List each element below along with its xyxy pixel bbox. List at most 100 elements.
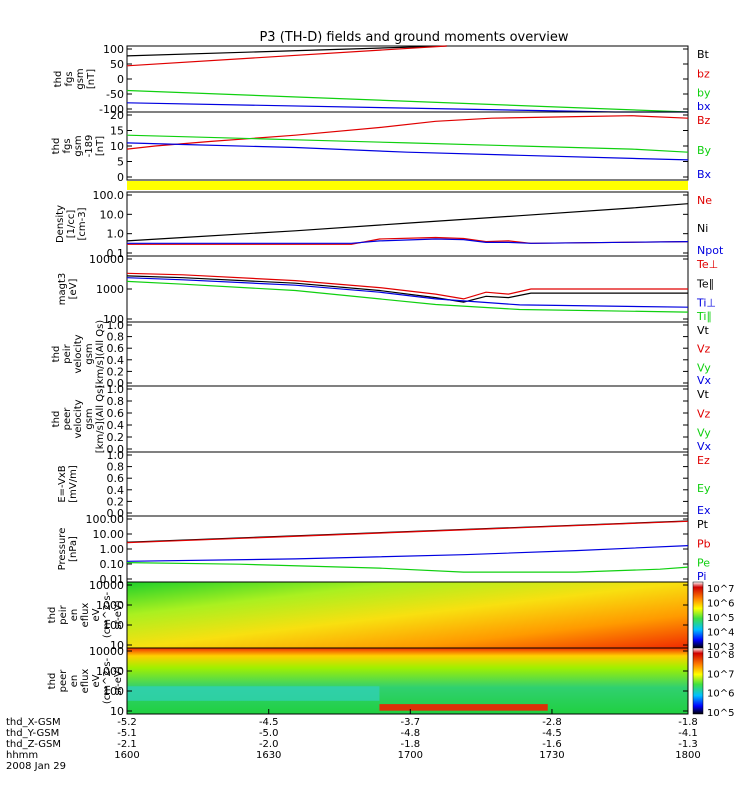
x-tick-label: -2.1 <box>117 739 137 750</box>
y-tick-label: 1000 <box>96 283 124 296</box>
y-tick-label: 0.4 <box>107 484 125 497</box>
y-tick-label: -100 <box>99 103 124 116</box>
x-tick-label: -4.8 <box>401 728 421 739</box>
legend-entry: Pe <box>697 557 710 570</box>
yellow-stripe <box>127 181 688 190</box>
x-tick-label: 1730 <box>539 750 564 761</box>
y-axis-label: sr-eV) <box>113 666 124 695</box>
x-tick-label: -1.8 <box>401 739 421 750</box>
y-tick-label: 0.6 <box>107 407 125 420</box>
colorbar-tick-label: 10^8 <box>707 650 734 661</box>
series-By <box>126 134 689 153</box>
y-axis-label: velocity <box>73 399 84 438</box>
panel-frame <box>126 111 689 181</box>
y-axis-label: [eV] <box>68 279 79 300</box>
legend-entry: Vz <box>697 407 711 420</box>
series-bz <box>126 45 447 67</box>
x-tick-label: -3.7 <box>401 717 421 728</box>
legend-entry: Te∥ <box>696 277 714 290</box>
y-tick-label: 100.0 <box>93 189 125 202</box>
legend-entry: Ni <box>697 222 708 235</box>
panel-p3: 100.0 10.0 1.0 0.1 Density [1/cc] [cm-3] Ne Ni Np… <box>55 189 724 260</box>
series-Pi <box>126 545 689 562</box>
y-axis-label: thd <box>51 411 62 428</box>
y-tick-label: 100 <box>103 43 124 56</box>
y-tick-label: 10 <box>110 140 124 153</box>
y-tick-label: 0.6 <box>107 472 125 485</box>
x-axis-row-label: thd_Z-GSM <box>6 739 61 750</box>
y-tick-label: 0 <box>117 73 124 86</box>
y-tick-label: 0.8 <box>107 331 125 344</box>
legend-entry: Vy <box>697 361 711 374</box>
y-tick-label: 100 <box>103 313 124 326</box>
legend-entry: Bz <box>697 114 711 127</box>
panel-frame <box>126 647 689 715</box>
y-tick-label: 0.4 <box>107 354 125 367</box>
y-tick-label: 1000 <box>96 665 124 678</box>
y-axis-label: gsm <box>84 408 95 429</box>
y-axis-label: thd <box>51 138 62 155</box>
y-tick-label: 10.00 <box>93 528 125 541</box>
y-axis-label: eV <box>91 608 102 621</box>
heatmap-band-red <box>379 704 548 711</box>
x-tick-label: 1630 <box>256 750 281 761</box>
y-tick-label: 10000 <box>89 579 124 592</box>
colorbar-p10 <box>692 647 704 715</box>
series-Te⊥ <box>126 272 688 300</box>
y-tick-label: 1.0 <box>107 228 125 241</box>
y-tick-label: 0.2 <box>107 431 125 444</box>
heatmap-p10 <box>127 648 688 714</box>
y-tick-label: 0 <box>117 171 124 184</box>
y-axis-label: sr-eV) <box>113 600 124 629</box>
legend-entry: Ne <box>697 194 712 207</box>
colorbar-p9 <box>692 581 704 649</box>
legend-entry: Vz <box>697 343 711 356</box>
y-axis-label: thd <box>47 673 58 690</box>
x-axis-row-label: thd_X-GSM <box>6 717 61 728</box>
panel-p10: 10^8 10^7 10^6 10^5 10000 1000 100 10 thd peer en e… <box>47 645 734 719</box>
y-tick-label: -50 <box>106 88 124 101</box>
date-label: 2008 Jan 29 <box>6 761 66 772</box>
colorbar-tick-label: 10^4 <box>707 628 734 639</box>
y-axis-label: peir <box>62 343 73 363</box>
y-axis-label: [nT] <box>95 136 106 156</box>
y-tick-label: 0.0 <box>107 507 125 520</box>
legend-entry: Te⊥ <box>696 258 718 271</box>
legend-entry: bz <box>697 67 710 80</box>
y-tick-label: 1000 <box>96 599 124 612</box>
y-tick-label: 0.4 <box>107 419 125 432</box>
y-tick-label: 1.0 <box>107 383 125 396</box>
legend-entry: bx <box>697 100 711 113</box>
y-tick-label: 0.10 <box>100 558 125 571</box>
y-tick-label: 10.0 <box>100 208 125 221</box>
y-axis-label: fgs <box>62 138 73 153</box>
y-axis-label: Pressure <box>57 528 68 571</box>
series-Ni <box>126 203 689 242</box>
series-Bx <box>126 142 689 161</box>
y-axis-label: velocity <box>73 334 84 373</box>
y-tick-label: 100 <box>103 619 124 632</box>
y-axis-label: -189 <box>84 135 95 158</box>
panel-frame <box>126 45 689 113</box>
plot-title: P3 (TH-D) fields and ground moments over… <box>259 30 568 45</box>
x-tick-label: 1800 <box>675 750 700 761</box>
y-tick-label: 10000 <box>89 253 124 266</box>
legend-entry: Vx <box>697 440 712 453</box>
y-axis-label: en <box>69 609 80 622</box>
y-tick-label: 0.01 <box>100 573 125 586</box>
x-tick-label: -2.0 <box>259 739 279 750</box>
y-tick-label: 1.00 <box>100 543 125 556</box>
y-axis-label: gsm <box>73 135 84 156</box>
legend-entry: Ti⊥ <box>696 297 716 310</box>
y-tick-label: 50 <box>110 58 124 71</box>
legend-entry: Ex <box>697 504 711 517</box>
legend-entry: Vt <box>697 388 710 401</box>
y-tick-label: 0.0 <box>107 377 125 390</box>
y-tick-label: 0.6 <box>107 342 125 355</box>
panel-p5: 1.00.80.60.40.20.0 thd peir velocity gsm [km/… <box>51 319 712 390</box>
y-tick-label: 1.0 <box>107 319 125 332</box>
series-by <box>126 89 689 113</box>
series-Ti⊥ <box>126 277 689 308</box>
